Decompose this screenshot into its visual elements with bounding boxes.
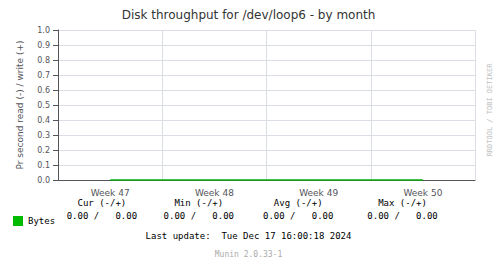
svg-text:Last update: Tue Dec 17 16:00: Last update: Tue Dec 17 16:00:18 2024 (146, 231, 352, 241)
svg-text:0.0: 0.0 (37, 176, 50, 185)
svg-text:0.00 / 0.00: 0.00 / 0.00 (367, 211, 437, 221)
svg-text:Min (-/+): Min (-/+) (174, 198, 223, 208)
svg-text:0.00 / 0.00: 0.00 / 0.00 (263, 211, 333, 221)
svg-text:0.3: 0.3 (37, 131, 50, 140)
svg-text:0.2: 0.2 (37, 146, 50, 155)
svg-text:Cur (-/+): Cur (-/+) (77, 198, 126, 208)
svg-text:Week 47: Week 47 (91, 188, 130, 198)
svg-text:0.8: 0.8 (37, 56, 50, 65)
svg-text:0.00 / 0.00: 0.00 / 0.00 (67, 211, 137, 221)
svg-text:0.4: 0.4 (37, 116, 50, 125)
svg-text:Week 48: Week 48 (195, 188, 234, 198)
svg-text:0.1: 0.1 (37, 161, 50, 170)
svg-text:0.9: 0.9 (37, 41, 50, 50)
svg-text:0.6: 0.6 (37, 86, 50, 95)
svg-text:Bytes: Bytes (28, 216, 55, 226)
svg-text:0.5: 0.5 (37, 101, 50, 110)
svg-text:Avg (-/+): Avg (-/+) (274, 198, 323, 208)
svg-text:Munin 2.0.33-1: Munin 2.0.33-1 (215, 250, 283, 259)
svg-text:1.0: 1.0 (37, 26, 50, 35)
svg-text:RRDTOOL / TOBI OETIKER: RRDTOOL / TOBI OETIKER (486, 63, 494, 157)
svg-text:Disk throughput for /dev/loop6: Disk throughput for /dev/loop6 - by mont… (122, 8, 376, 22)
svg-text:Pr second read (-) / write (+): Pr second read (-) / write (+) (15, 41, 25, 170)
svg-text:Week 49: Week 49 (299, 188, 338, 198)
svg-text:0.7: 0.7 (37, 71, 50, 80)
svg-text:0.00 / 0.00: 0.00 / 0.00 (164, 211, 234, 221)
svg-text:Week 50: Week 50 (403, 188, 442, 198)
svg-text:Max (-/+): Max (-/+) (378, 198, 427, 208)
